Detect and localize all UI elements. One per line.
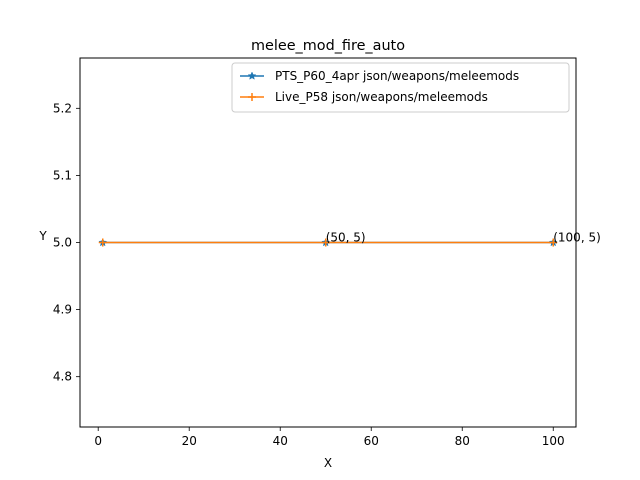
x-tick-label-0: 0 bbox=[94, 434, 102, 448]
legend-marker-2 bbox=[248, 93, 256, 101]
x-tick-label-60: 60 bbox=[364, 434, 379, 448]
x-tick-label-40: 40 bbox=[273, 434, 288, 448]
x-axis-ticks: 0 20 40 60 80 100 bbox=[94, 427, 565, 448]
legend-marker-1 bbox=[247, 71, 257, 80]
y-tick-label-5-0: 5.0 bbox=[53, 236, 72, 250]
y-tick-label-4-9: 4.9 bbox=[53, 303, 72, 317]
y-tick-label-4-8: 4.8 bbox=[53, 370, 72, 384]
series-2-point-1 bbox=[98, 238, 107, 247]
legend: PTS_P60_4apr json/weapons/meleemods Live_… bbox=[231, 62, 570, 113]
series-2-point-2 bbox=[321, 238, 330, 247]
x-tick-label-80: 80 bbox=[455, 434, 470, 448]
legend-label-2: Live_P58 json/weapons/meleemods bbox=[275, 90, 488, 104]
series-markers bbox=[98, 237, 558, 247]
legend-label-1: PTS_P60_4apr json/weapons/meleemods bbox=[275, 69, 519, 83]
legend-box bbox=[231, 62, 570, 113]
x-tick-label-20: 20 bbox=[182, 434, 197, 448]
chart-title: melee_mod_fire_auto bbox=[251, 38, 405, 54]
y-tick-label-5-1: 5.1 bbox=[53, 168, 72, 182]
x-tick-label-100: 100 bbox=[542, 434, 565, 448]
y-tick-label-5-2: 5.2 bbox=[53, 101, 72, 115]
x-axis-label: X bbox=[324, 456, 332, 470]
annotation-100-5: (100, 5) bbox=[553, 231, 601, 245]
series-2-point-3 bbox=[549, 238, 558, 247]
y-axis-label: Y bbox=[38, 229, 47, 243]
data-annotations: (50, 5) (100, 5) bbox=[326, 231, 601, 245]
y-axis-ticks: 4.8 4.9 5.0 5.1 5.2 bbox=[53, 101, 80, 384]
annotation-50-5: (50, 5) bbox=[326, 231, 366, 245]
